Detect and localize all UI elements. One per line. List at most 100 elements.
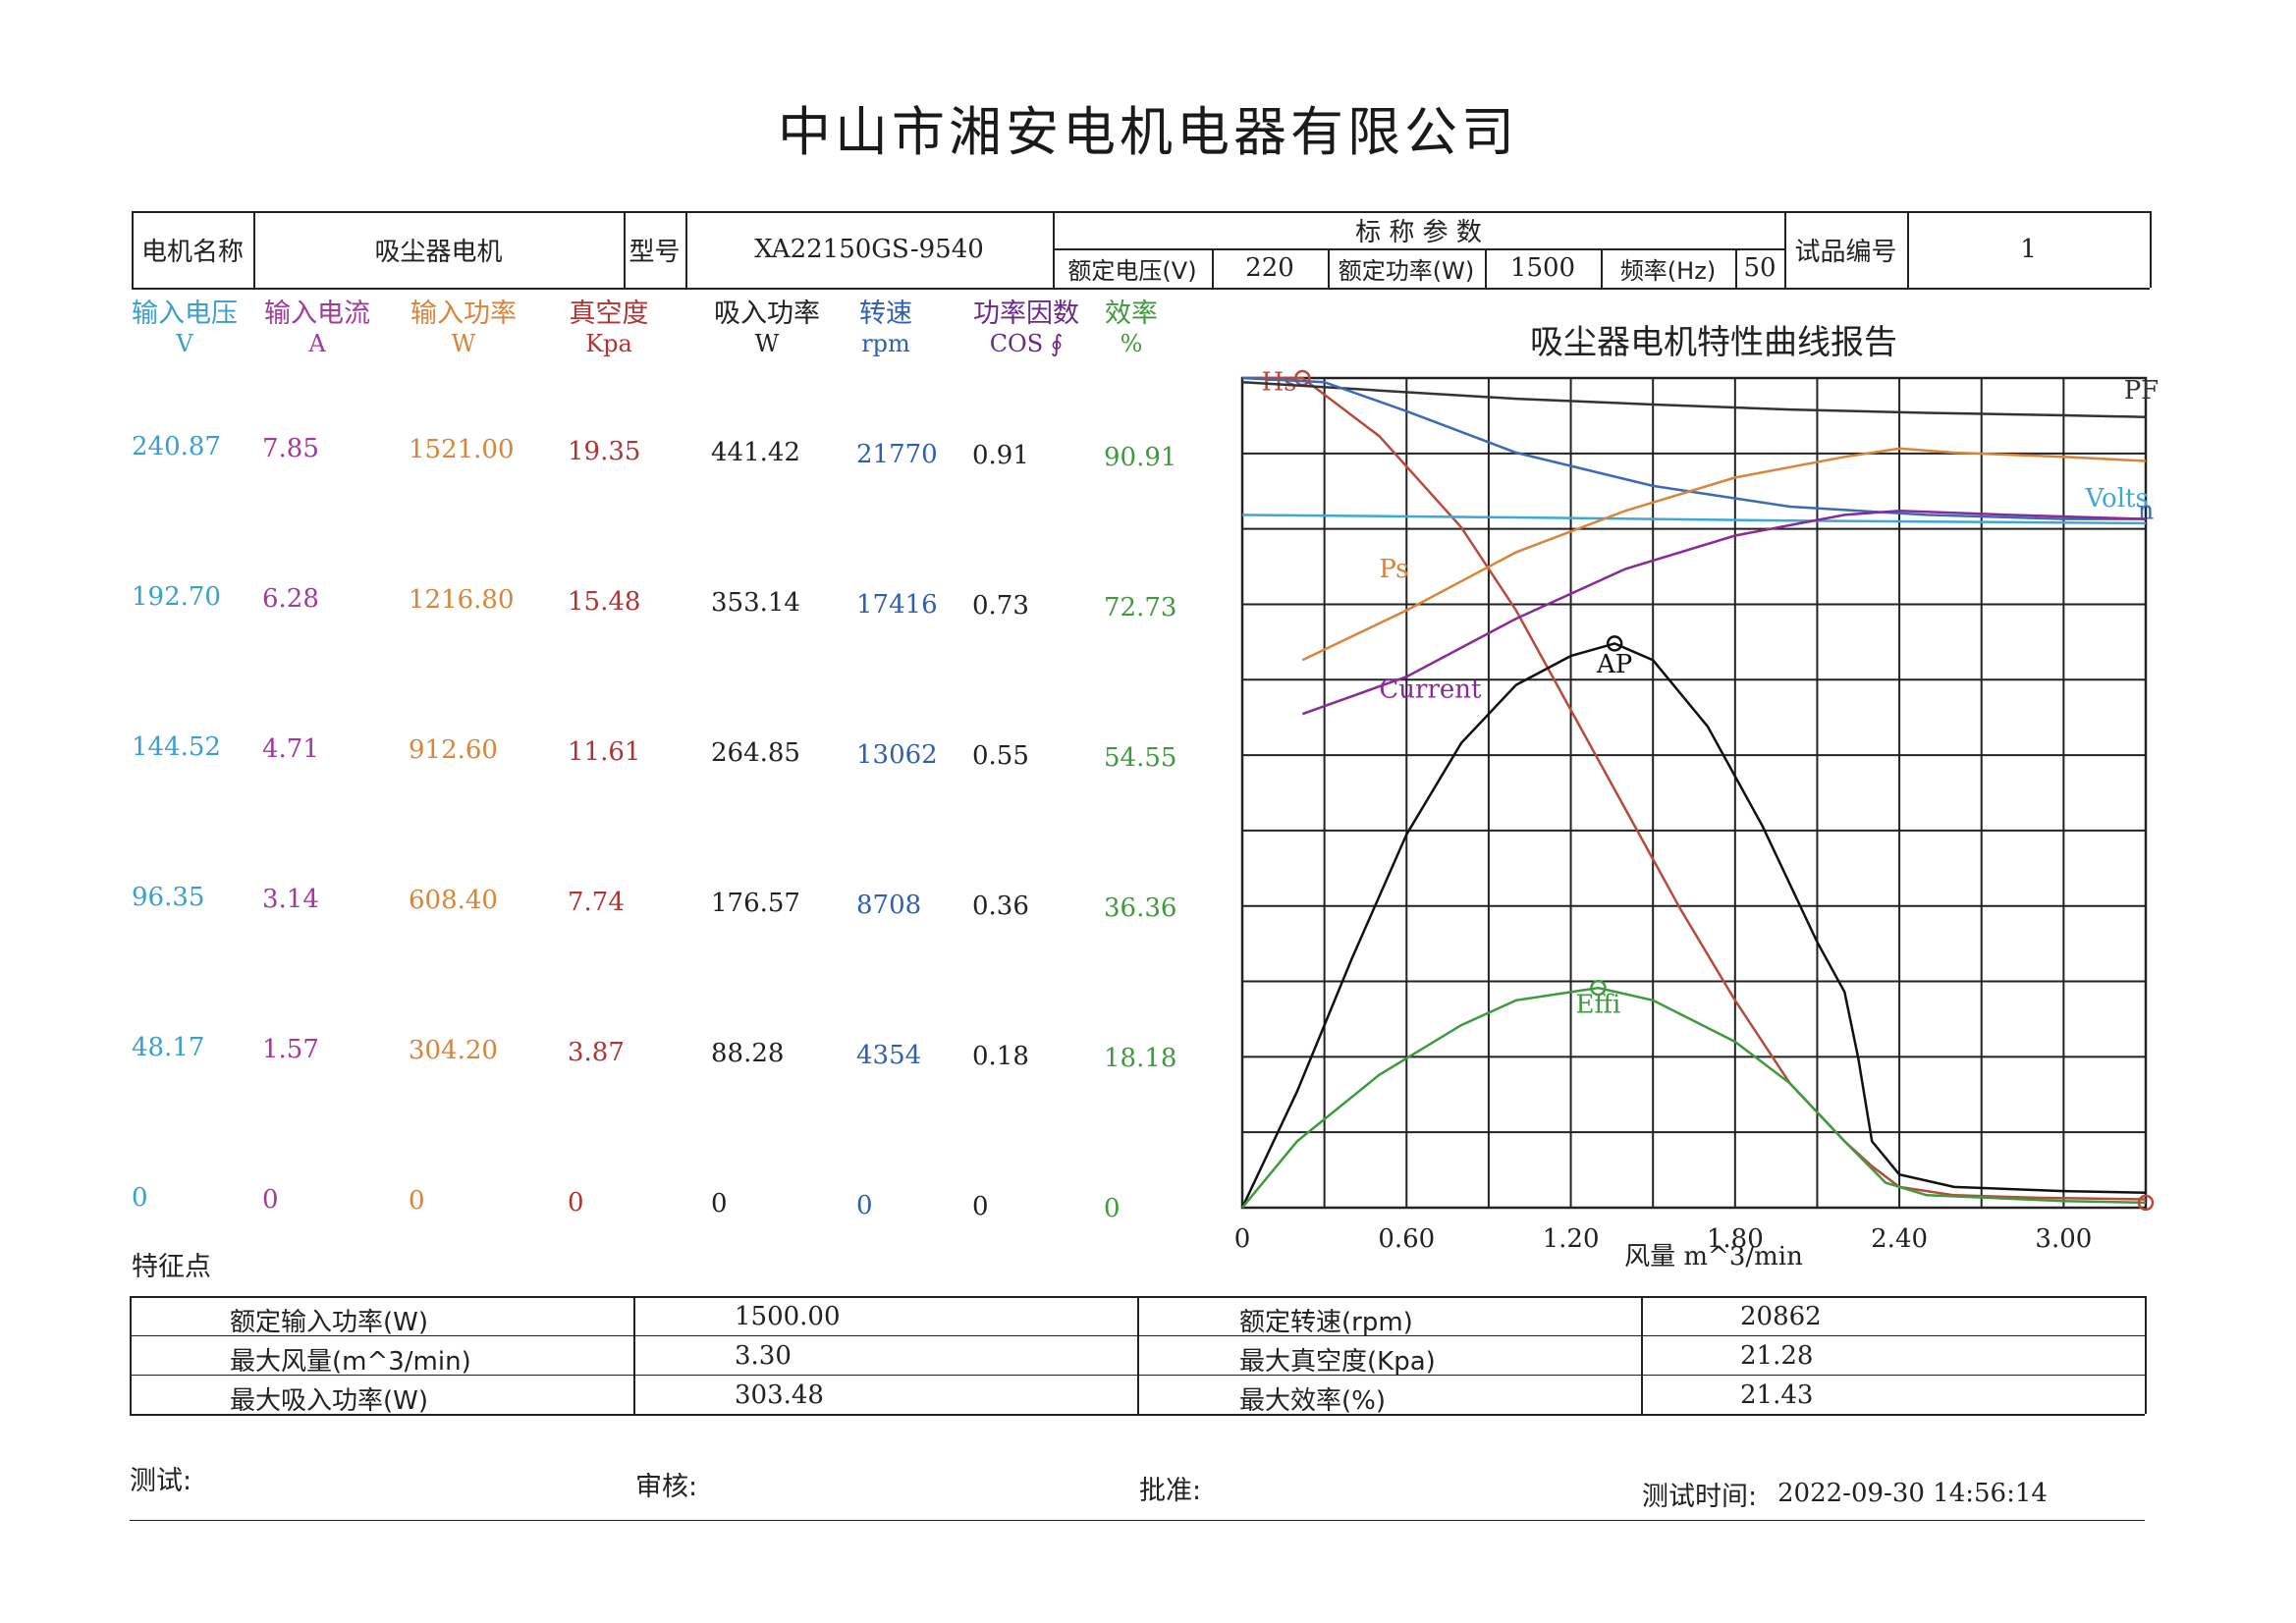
series-line-ps xyxy=(1301,447,2147,662)
company-title: 中山市湘安电机电器有限公司 xyxy=(778,101,1518,163)
column-header-unit: W xyxy=(754,330,780,357)
table-cell: 36.36 xyxy=(1104,893,1177,923)
table-cell: 96.35 xyxy=(132,883,205,912)
table-cell: 15.48 xyxy=(568,586,641,617)
table-cell: 0.36 xyxy=(972,892,1029,921)
feature-key: 最大风量(m^3/min) xyxy=(230,1347,471,1377)
table-cell: 1521.00 xyxy=(409,435,515,464)
table-cell: 0.91 xyxy=(972,441,1029,470)
feature-value: 3.30 xyxy=(735,1341,792,1371)
sample-no-label: 试品编号 xyxy=(1794,237,1897,267)
rated-power-value: 1500 xyxy=(1509,253,1576,283)
column-header-name: 真空度 xyxy=(569,298,649,329)
table-cell: 1216.80 xyxy=(409,585,515,615)
plot-frame xyxy=(1240,376,2148,1210)
column-header-name: 功率因数 xyxy=(973,298,1079,329)
table-cell: 8708 xyxy=(856,890,922,920)
table-cell: 353.14 xyxy=(711,588,800,618)
series-label-effi: Effi xyxy=(1576,990,1621,1019)
table-cell: 11.61 xyxy=(568,736,641,767)
series-line-current xyxy=(1301,509,2147,716)
chart-grid xyxy=(1240,376,2148,1210)
table-cell: 72.73 xyxy=(1104,592,1177,622)
series-label-pf: PF xyxy=(2124,376,2159,406)
feature-value: 1500.00 xyxy=(735,1302,841,1331)
chart-title: 吸尘器电机特性曲线报告 xyxy=(1530,323,1897,362)
test-label: 测试: xyxy=(130,1466,192,1496)
table-cell: 18.18 xyxy=(1104,1043,1177,1073)
table-cell: 0 xyxy=(856,1190,873,1220)
table-cell: 192.70 xyxy=(132,582,221,612)
series-label-ps: Ps xyxy=(1379,555,1408,584)
column-header: 输入功率 W xyxy=(385,299,542,358)
table-cell: 176.57 xyxy=(711,889,800,918)
table-cell: 240.87 xyxy=(132,432,221,461)
series-line-hs xyxy=(1242,376,2147,1201)
test-time-label: 测试时间: xyxy=(1642,1482,1758,1512)
series-line-pf xyxy=(1241,380,2147,418)
table-cell: 3.87 xyxy=(568,1037,625,1067)
column-header-unit: Kpa xyxy=(585,330,632,357)
table-cell: 0 xyxy=(262,1184,279,1215)
frequency-label: 频率(Hz) xyxy=(1619,256,1717,285)
series-line-effi xyxy=(1241,986,2147,1209)
table-cell: 19.35 xyxy=(568,436,641,466)
table-cell: 4.71 xyxy=(262,733,319,764)
feature-key: 最大真空度(Kpa) xyxy=(1239,1347,1436,1377)
feature-key: 最大效率(%) xyxy=(1239,1386,1386,1416)
table-cell: 21770 xyxy=(856,439,938,469)
table-cell: 88.28 xyxy=(711,1039,785,1068)
x-tick-label: 0 xyxy=(1234,1224,1251,1254)
table-cell: 0 xyxy=(972,1192,989,1221)
table-cell: 4354 xyxy=(856,1040,922,1070)
rated-voltage-label: 额定电压(V) xyxy=(1067,256,1197,285)
table-cell: 441.42 xyxy=(711,438,800,467)
motor-name-value: 吸尘器电机 xyxy=(374,237,503,267)
table-cell: 0 xyxy=(132,1183,148,1213)
x-tick-label: 1.20 xyxy=(1543,1224,1600,1254)
column-header-name: 转速 xyxy=(859,298,912,329)
review-label: 审核: xyxy=(635,1472,698,1502)
feature-value: 21.43 xyxy=(1740,1380,1814,1410)
frequency-value: 50 xyxy=(1743,253,1777,283)
table-cell: 608.40 xyxy=(409,886,498,915)
series-label-current: Current xyxy=(1379,675,1482,704)
column-header: 真空度 Kpa xyxy=(530,299,687,358)
nominal-params-label: 标 称 参 数 xyxy=(1355,217,1482,247)
footer-rule xyxy=(130,1520,2145,1521)
x-tick-label: 3.00 xyxy=(2035,1224,2092,1254)
column-header: 转速 rpm xyxy=(807,299,964,358)
table-cell: 144.52 xyxy=(132,732,221,762)
table-cell: 48.17 xyxy=(132,1033,205,1062)
test-time-value: 2022-09-30 14:56:14 xyxy=(1777,1479,2048,1508)
column-header-unit: W xyxy=(451,330,476,357)
table-cell: 13062 xyxy=(856,739,938,770)
column-header-name: 输入电流 xyxy=(264,298,370,329)
x-axis-ticks: 0 0.60 1.20 1.80 2.40 3.00 xyxy=(1234,1224,2093,1254)
x-tick-label: 2.40 xyxy=(1871,1224,1928,1254)
table-cell: 0 xyxy=(409,1186,425,1216)
series-label-volts: Volts xyxy=(2085,484,2149,514)
column-header-name: 输入电压 xyxy=(132,298,238,329)
column-header-name: 效率 xyxy=(1105,298,1158,329)
table-cell: 264.85 xyxy=(711,738,800,768)
table-cell: 0 xyxy=(568,1187,584,1217)
table-cell: 0.55 xyxy=(972,741,1029,771)
series-line-volts xyxy=(1241,514,2147,525)
column-header: 功率因数 COS ∮ xyxy=(948,299,1105,358)
column-header: 吸入功率 W xyxy=(688,299,846,358)
x-axis-label: 风量 m^3/min xyxy=(1624,1242,1803,1271)
feature-value: 303.48 xyxy=(735,1380,824,1410)
feature-key: 额定转速(rpm) xyxy=(1239,1308,1413,1337)
table-cell: 7.85 xyxy=(262,433,319,463)
series-marker-effi xyxy=(1590,979,1607,997)
table-cell: 17416 xyxy=(856,589,938,620)
x-tick-label: 0.60 xyxy=(1378,1224,1435,1254)
motor-name-label: 电机名称 xyxy=(140,237,244,267)
table-cell: 3.14 xyxy=(262,884,319,914)
column-header: 效率% xyxy=(1053,299,1210,358)
features-label: 特征点 xyxy=(132,1252,211,1282)
x-tick-label: 1.80 xyxy=(1707,1224,1764,1254)
